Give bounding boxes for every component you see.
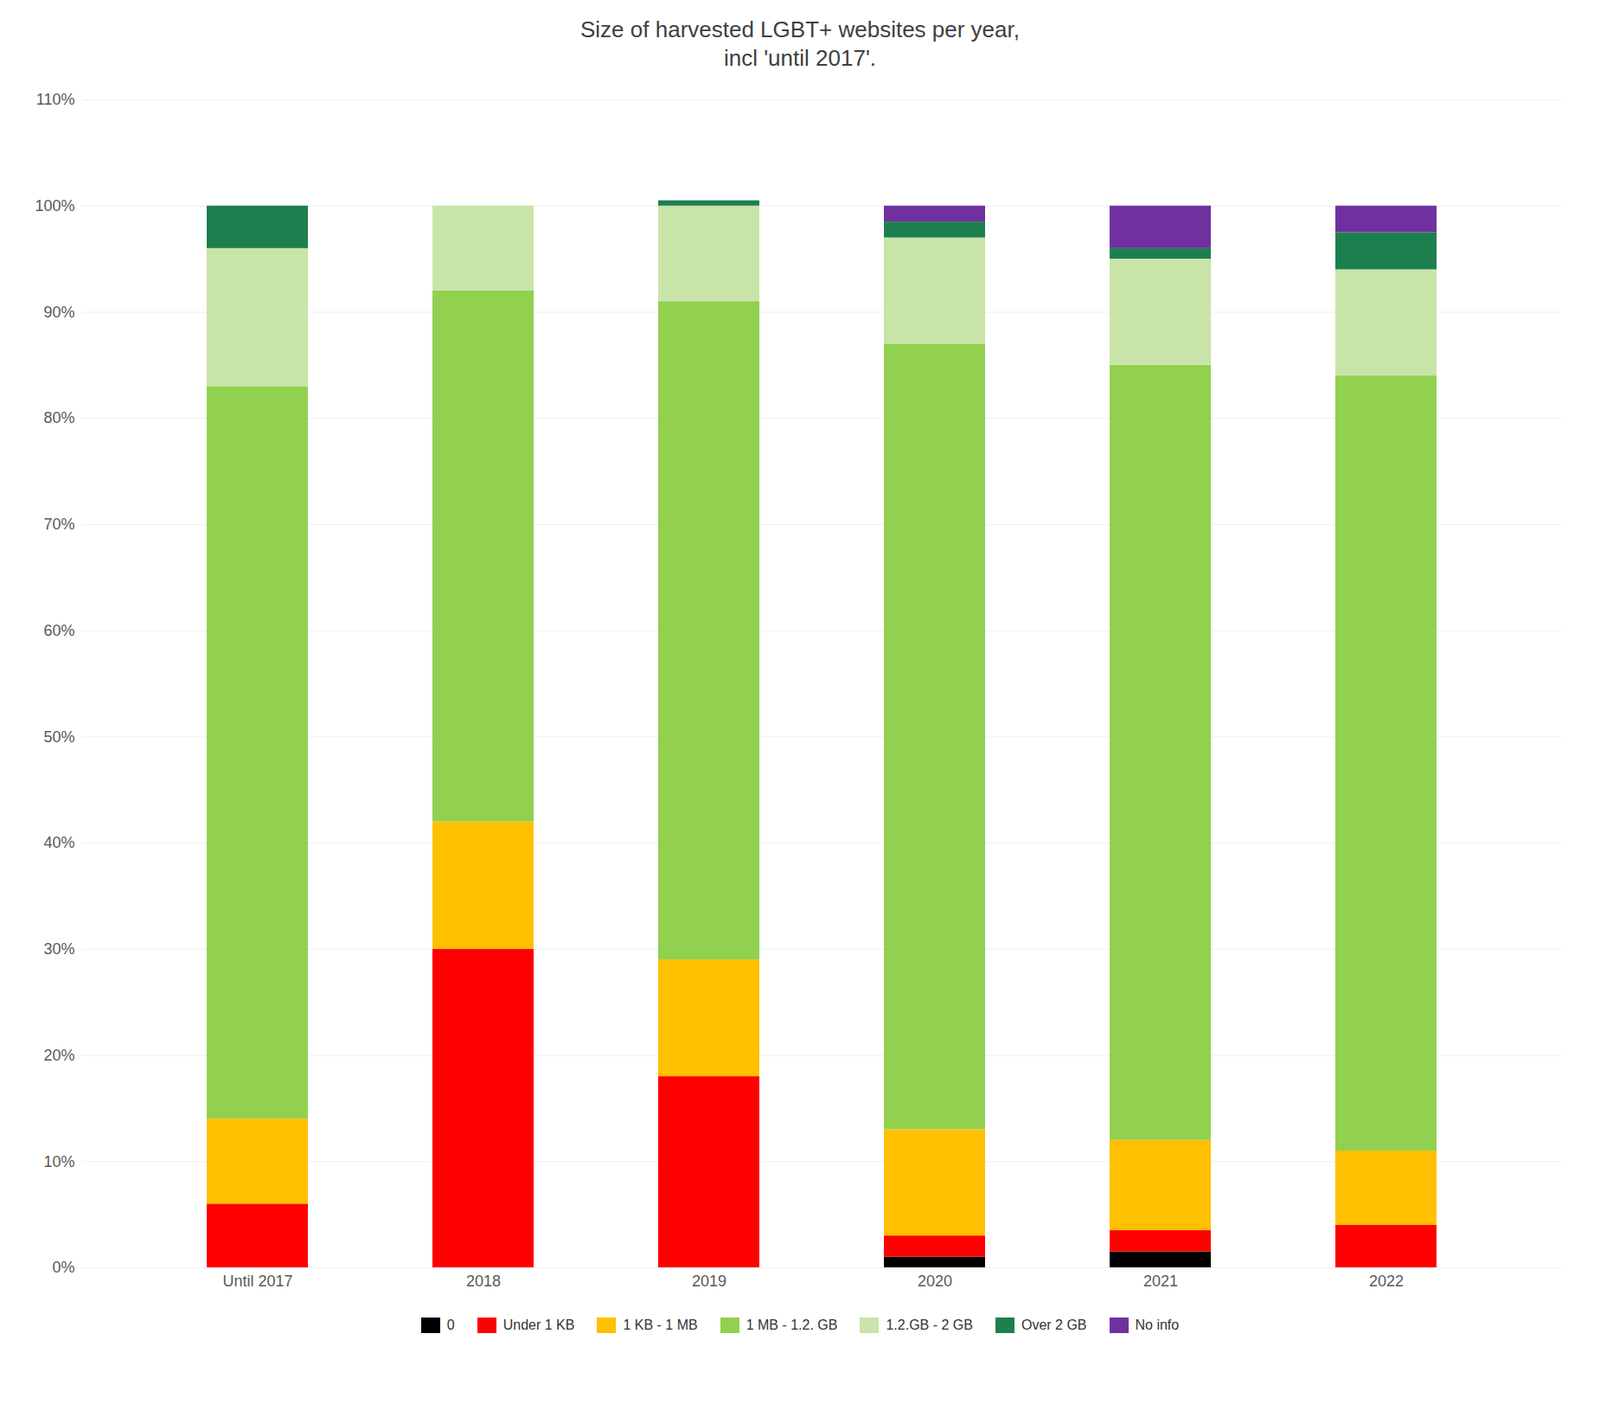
html-text:Under 1 KB: Under 1 KB xyxy=(503,1317,575,1332)
svg-text:90%: 90% xyxy=(43,303,75,321)
svg-text:Until 2017: Until 2017 xyxy=(222,1272,293,1290)
html-text:1 KB - 1 MB: 1 KB - 1 MB xyxy=(623,1317,698,1332)
svg-text:110%: 110% xyxy=(36,90,76,109)
svg-text:100%: 100% xyxy=(34,197,75,215)
svg-text:2020: 2020 xyxy=(917,1272,953,1290)
svg-text:80%: 80% xyxy=(43,409,75,427)
svg-text:10%: 10% xyxy=(43,1152,75,1171)
svg-text:20%: 20% xyxy=(43,1046,75,1064)
html-text:Over 2 GB: Over 2 GB xyxy=(1021,1317,1087,1332)
html-text:No info: No info xyxy=(1135,1317,1179,1332)
svg-text:40%: 40% xyxy=(43,833,75,852)
html-text:0: 0 xyxy=(446,1317,455,1332)
svg-text:30%: 30% xyxy=(43,940,75,958)
html-text:1 MB - 1.2. GB: 1 MB - 1.2. GB xyxy=(746,1317,838,1332)
svg-text:60%: 60% xyxy=(43,621,75,640)
html-text:Size of harvested LGBT+ websit: Size of harvested LGBT+ websites per yea… xyxy=(580,16,1020,71)
svg-text:2019: 2019 xyxy=(691,1272,727,1290)
svg-text:50%: 50% xyxy=(43,728,75,746)
svg-text:70%: 70% xyxy=(43,515,75,533)
svg-text:2022: 2022 xyxy=(1369,1272,1404,1290)
svg-text:2021: 2021 xyxy=(1143,1272,1178,1290)
html-text:1.2.GB - 2 GB: 1.2.GB - 2 GB xyxy=(886,1317,973,1332)
svg-text:0%: 0% xyxy=(51,1258,75,1276)
svg-text:2018: 2018 xyxy=(466,1272,501,1290)
